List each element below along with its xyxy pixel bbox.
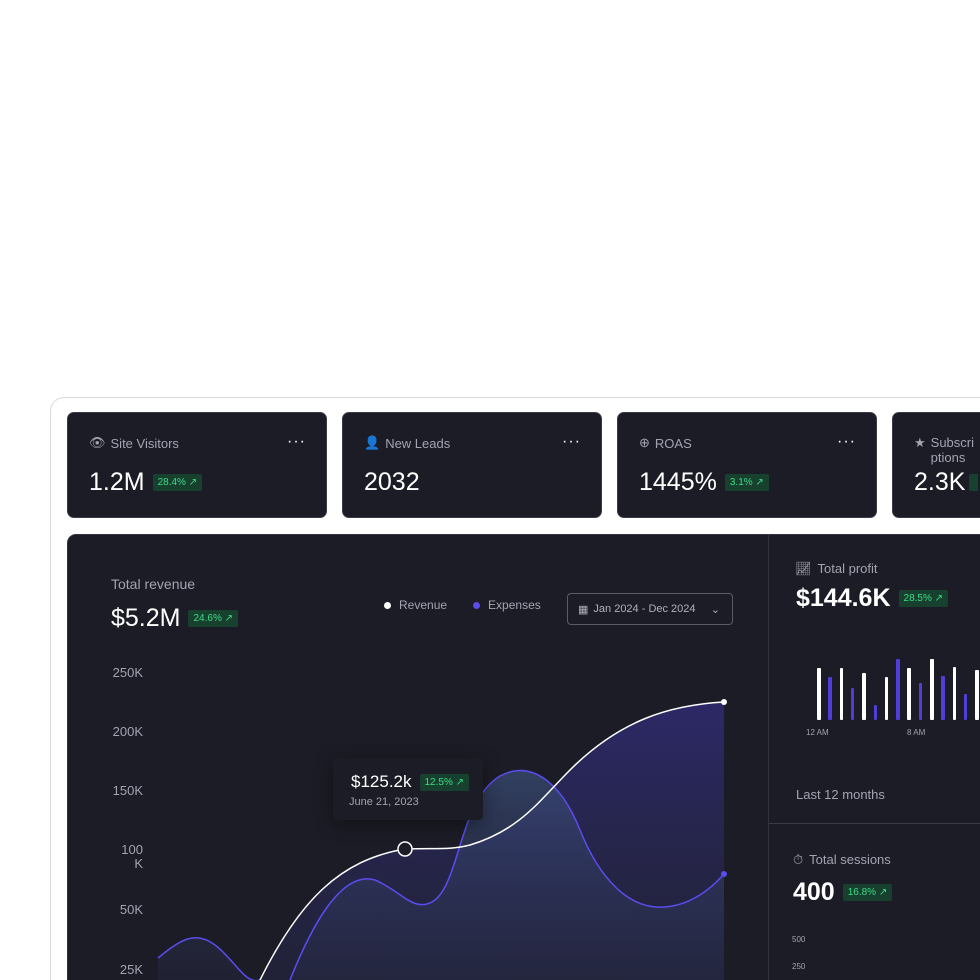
stat-label: New Leads bbox=[385, 435, 451, 451]
tooltip-date: June 21, 2023 bbox=[349, 796, 419, 808]
profit-bar bbox=[850, 688, 855, 720]
y-tick: 250K bbox=[112, 665, 143, 680]
profit-bar bbox=[828, 677, 832, 720]
sessions-title: Total sessions bbox=[809, 852, 891, 867]
more-options-icon[interactable]: ··· bbox=[837, 433, 856, 450]
sessions-value: 400 bbox=[793, 878, 835, 906]
profit-bar bbox=[907, 668, 911, 720]
date-range-select[interactable]: ▦ Jan 2024 - Dec 2024 ⌄ bbox=[567, 593, 733, 625]
profit-bar bbox=[873, 705, 877, 720]
profit-bar bbox=[918, 683, 923, 720]
profit-title: Total profit bbox=[817, 561, 878, 576]
plus-circle-icon: ⊕ bbox=[639, 435, 650, 450]
profit-bar bbox=[963, 694, 968, 720]
calendar-icon: ▦ bbox=[578, 603, 589, 616]
x-label: 8 AM bbox=[907, 728, 926, 737]
y-tick: 25K bbox=[119, 962, 143, 977]
profit-value: $144.6K bbox=[796, 584, 891, 612]
stat-label: ROAS bbox=[654, 435, 692, 451]
more-options-icon[interactable]: ··· bbox=[562, 433, 581, 450]
change-badge bbox=[969, 474, 979, 491]
expenses-end-point bbox=[721, 871, 727, 877]
stat-label: Subscriptions bbox=[930, 435, 975, 465]
y-tick: 50K bbox=[119, 902, 143, 917]
revenue-title: Total revenue bbox=[111, 576, 196, 592]
stat-card-subscriptions[interactable]: ★ Subscriptions 2.3K bbox=[892, 412, 980, 518]
profit-bar bbox=[862, 673, 866, 720]
legend-revenue[interactable]: Revenue bbox=[384, 598, 447, 612]
stat-label: Site Visitors bbox=[110, 435, 179, 451]
chart-tooltip: $125.2k 12.5% ↗ June 21, 2023 bbox=[333, 758, 483, 820]
tooltip-value: $125.2k bbox=[351, 772, 412, 791]
divider bbox=[768, 535, 769, 980]
expenses-line bbox=[157, 769, 725, 980]
revenue-end-point bbox=[721, 699, 727, 705]
y-tick: 250 bbox=[792, 962, 806, 971]
change-badge: 3.1% ↗ bbox=[724, 474, 769, 491]
stat-value: 1.2M bbox=[89, 468, 145, 496]
profit-bar bbox=[975, 670, 979, 720]
y-tick: 100 K bbox=[121, 842, 143, 871]
user-icon: 👤 bbox=[364, 435, 381, 450]
change-badge: 28.4% ↗ bbox=[152, 474, 203, 491]
legend-expenses[interactable]: Expenses bbox=[473, 598, 541, 612]
stopwatch-icon: ⏱︎ bbox=[793, 852, 804, 867]
stat-card-site-visitors[interactable]: 👁 Site Visitors ··· 1.2M 28.4% ↗ bbox=[67, 412, 327, 518]
change-badge: 12.5% ↗ bbox=[419, 773, 470, 791]
chevron-down-icon: ⌄ bbox=[710, 603, 720, 616]
stat-value: 1445% bbox=[639, 468, 717, 496]
x-label: 12 AM bbox=[806, 728, 829, 737]
profit-bar bbox=[896, 659, 900, 720]
divider bbox=[769, 823, 980, 824]
change-badge: 24.6% ↗ bbox=[188, 610, 239, 627]
profit-bar bbox=[884, 677, 889, 720]
revenue-value: $5.2M bbox=[111, 604, 181, 632]
expenses-area bbox=[158, 770, 724, 980]
y-tick: 150K bbox=[112, 783, 143, 798]
change-badge: 16.8% ↗ bbox=[842, 884, 893, 901]
y-tick: 200K bbox=[112, 724, 143, 739]
hover-point bbox=[397, 841, 413, 857]
revenue-line bbox=[259, 701, 725, 980]
more-options-icon[interactable]: ··· bbox=[287, 433, 306, 450]
stat-value: 2032 bbox=[364, 468, 420, 496]
stat-card-roas[interactable]: ⊕ ROAS ··· 1445% 3.1% ↗ bbox=[617, 412, 877, 518]
profit-bar bbox=[930, 659, 934, 720]
chart-legend: Revenue Expenses bbox=[384, 598, 541, 612]
chart-line-icon: 📈︎ bbox=[795, 561, 812, 576]
stat-value: 2.3K bbox=[914, 468, 966, 496]
star-icon: ★ bbox=[914, 435, 926, 450]
profit-bar bbox=[817, 668, 821, 720]
profit-footer: Last 12 months bbox=[796, 787, 885, 802]
stat-card-new-leads[interactable]: 👤 New Leads ··· 2032 bbox=[342, 412, 602, 518]
change-badge: 28.5% ↗ bbox=[898, 590, 949, 607]
profit-bar bbox=[839, 668, 844, 720]
profit-bar bbox=[941, 676, 945, 720]
profit-bar bbox=[952, 667, 957, 720]
y-tick: 500 bbox=[792, 935, 806, 944]
eye-icon: 👁 bbox=[89, 435, 106, 450]
